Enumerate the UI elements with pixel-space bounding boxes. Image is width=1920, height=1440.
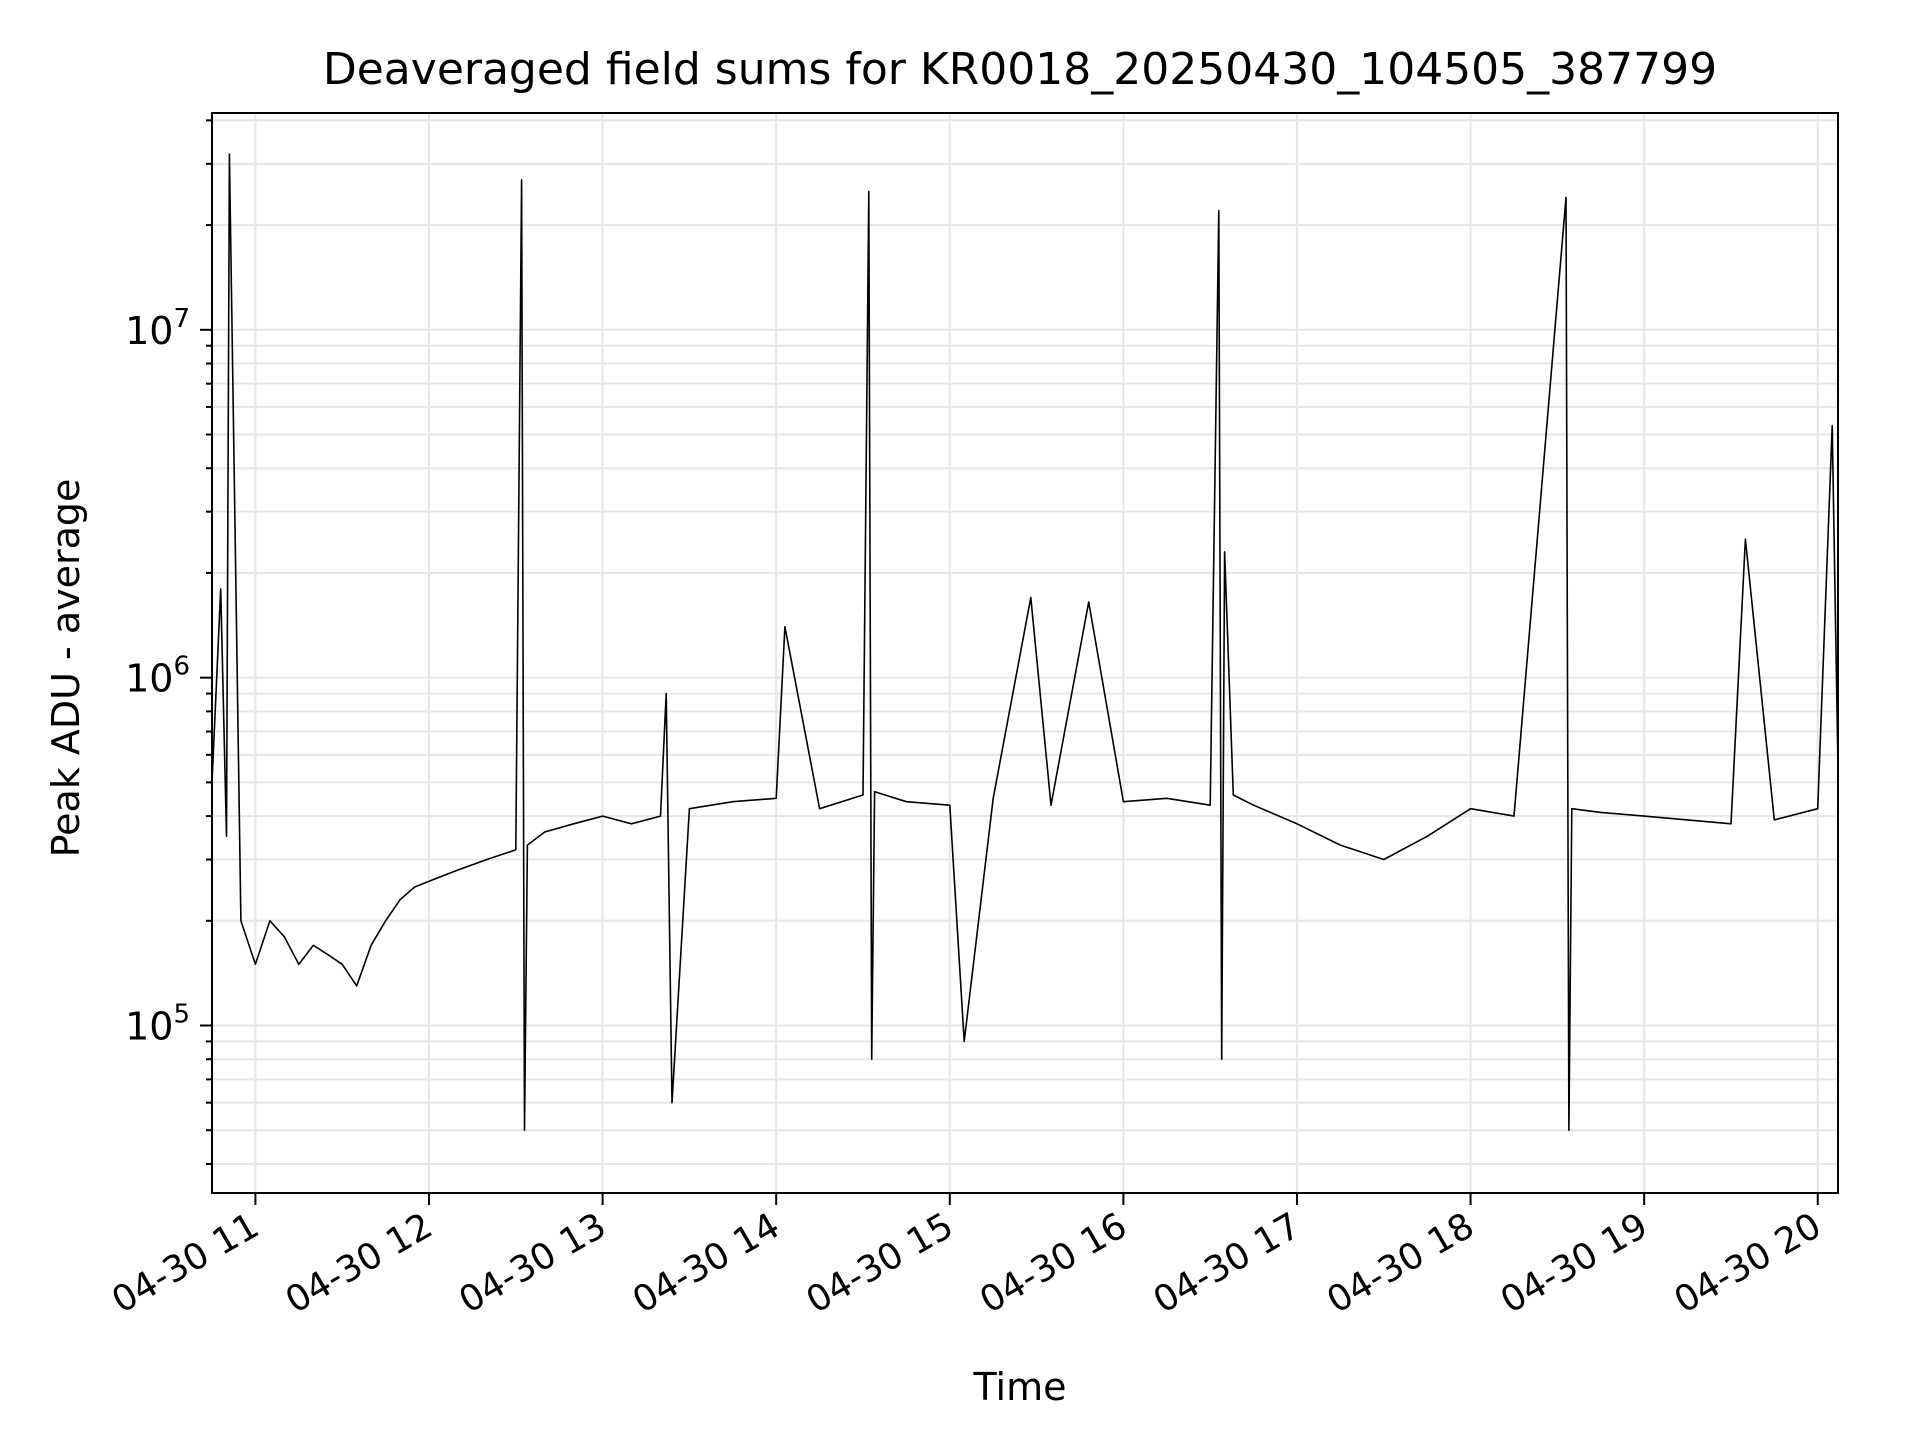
x-axis-label: Time	[973, 1365, 1067, 1409]
x-tick-label: 04-30 17	[1147, 1205, 1308, 1321]
x-tick-label: 04-30 11	[105, 1205, 266, 1321]
y-tick-label: 107	[125, 304, 190, 353]
x-tick-label: 04-30 13	[452, 1205, 613, 1321]
plot-frame	[211, 112, 1839, 1194]
series-layer	[211, 153, 1839, 1131]
x-tick-label: 04-30 18	[1320, 1205, 1481, 1321]
grid	[212, 113, 1838, 1193]
x-tick-label: 04-30 12	[279, 1205, 440, 1321]
x-tick-label: 04-30 16	[973, 1205, 1134, 1321]
y-axis: 105 106 107	[125, 119, 212, 1165]
x-tick-label: 04-30 15	[800, 1205, 961, 1321]
y-axis-label: Peak ADU - average	[44, 479, 88, 858]
chart-title: Deaveraged field sums for KR0018_2025043…	[323, 44, 1717, 95]
x-axis: 04-30 11 04-30 12 04-30 13 04-30 14 04-30 15…	[105, 1193, 1828, 1322]
x-tick-label: 04-30 20	[1668, 1205, 1829, 1321]
y-tick-label: 106	[125, 652, 190, 701]
y-tick-label: 105	[125, 1000, 190, 1049]
series-line	[211, 153, 1839, 1131]
x-tick-label: 04-30 14	[626, 1205, 787, 1321]
x-tick-label: 04-30 19	[1494, 1205, 1655, 1321]
